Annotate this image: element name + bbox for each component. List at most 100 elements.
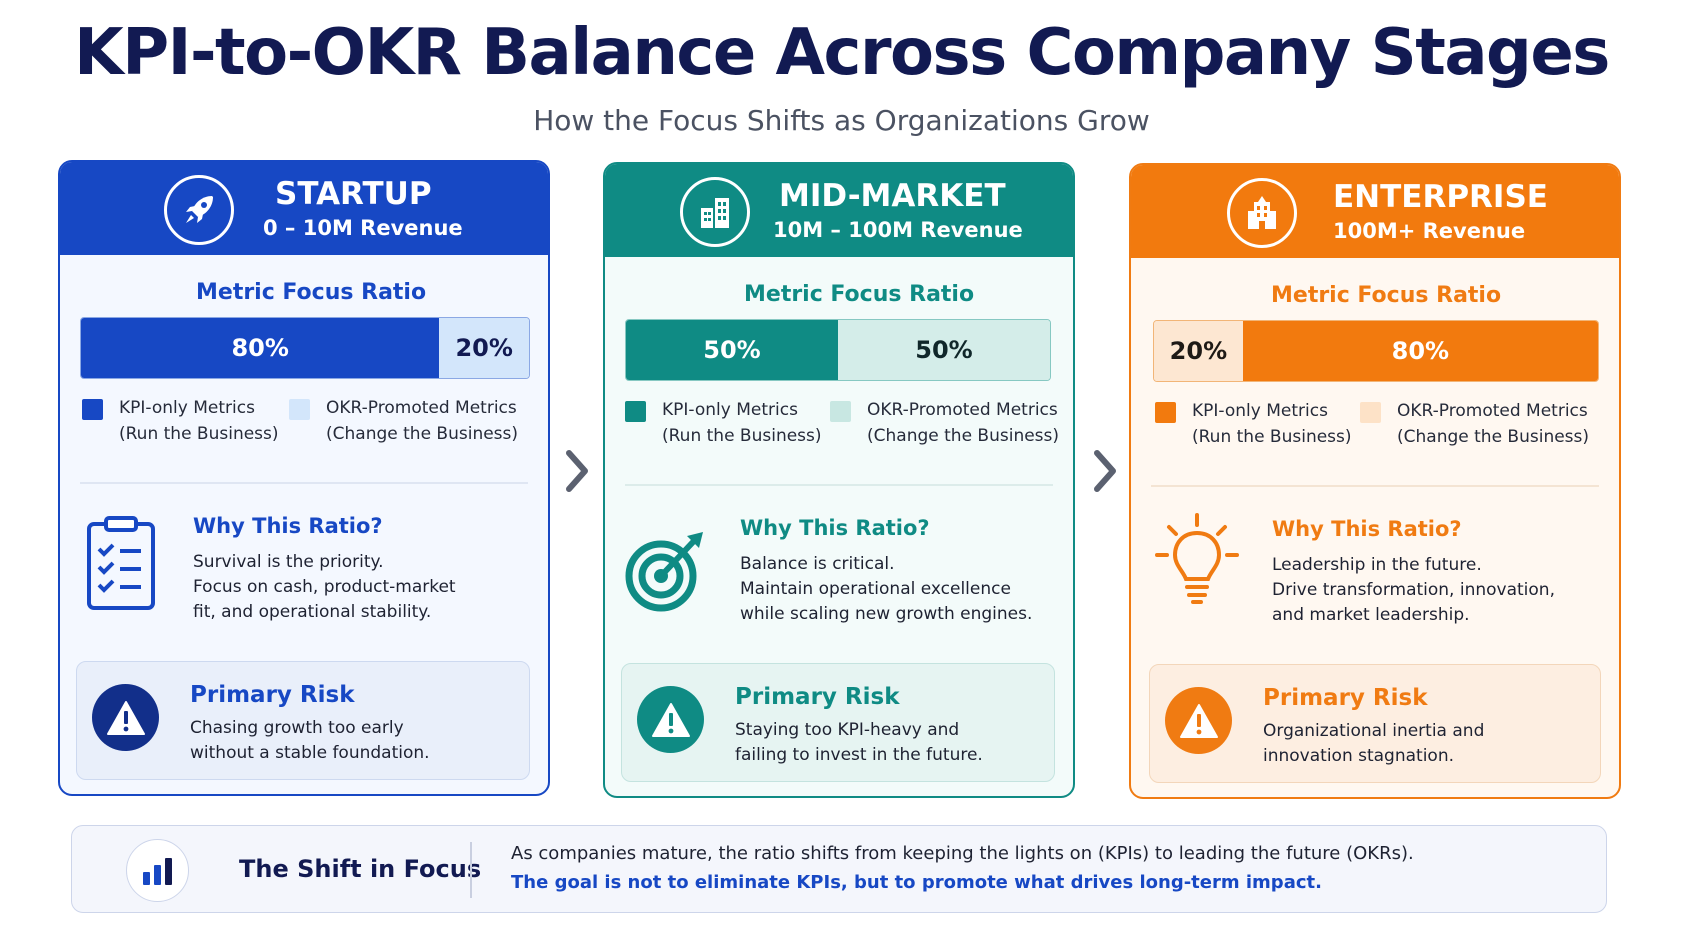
stage-header: ENTERPRISE 100M+ Revenue <box>1131 165 1619 258</box>
lightbulb-icon <box>1155 513 1239 613</box>
why-line: fit, and operational stability. <box>193 602 432 622</box>
legend-swatch-okr <box>1360 402 1381 423</box>
risk-line: innovation stagnation. <box>1263 746 1455 766</box>
legend-okr-label: OKR-Promoted Metrics <box>1397 401 1588 421</box>
risk-line: Chasing growth too early <box>190 718 404 738</box>
stage-header: MID-MARKET 10M – 100M Revenue <box>605 164 1073 257</box>
buildings-icon <box>680 177 750 247</box>
primary-risk-box: Primary Risk Organizational inertia and … <box>1149 664 1601 783</box>
why-line: Drive transformation, innovation, <box>1272 580 1555 600</box>
legend-swatch-kpi <box>1155 402 1176 423</box>
bar-chart-icon <box>126 839 189 902</box>
kpi-percent: 80% <box>231 334 289 362</box>
risk-text: Organizational inertia and innovation st… <box>1263 719 1484 769</box>
shift-in-focus-banner: The Shift in Focus As companies mature, … <box>71 825 1607 913</box>
kpi-segment: 80% <box>81 318 440 378</box>
page-subtitle: How the Focus Shifts as Organizations Gr… <box>533 104 1150 137</box>
ratio-title: Metric Focus Ratio <box>196 280 427 305</box>
okr-segment: 20% <box>439 318 529 378</box>
target-arrow-icon <box>625 524 709 618</box>
legend-kpi-label: KPI-only Metrics <box>1192 401 1328 421</box>
why-title: Why This Ratio? <box>193 514 383 538</box>
primary-risk-box: Primary Risk Chasing growth too early wi… <box>76 661 530 780</box>
legend-kpi-label: KPI-only Metrics <box>662 400 798 420</box>
why-title: Why This Ratio? <box>1272 517 1462 541</box>
why-text: Balance is critical. Maintain operationa… <box>740 552 1032 627</box>
ratio-bar: 80% 20% <box>80 317 530 379</box>
legend-okr-sublabel: (Change the Business) <box>867 426 1060 446</box>
why-text: Survival is the priority. Focus on cash,… <box>193 550 456 625</box>
okr-percent: 20% <box>455 334 513 362</box>
okr-segment: 80% <box>1242 321 1598 381</box>
risk-line: Staying too KPI-heavy and <box>735 720 960 740</box>
rocket-icon <box>164 175 234 245</box>
legend-swatch-kpi <box>625 401 646 422</box>
stage-name: STARTUP <box>275 176 432 212</box>
why-line: Survival is the priority. <box>193 552 384 572</box>
legend-kpi-sublabel: (Run the Business) <box>662 426 822 446</box>
chevron-right-icon <box>562 448 592 494</box>
stage-header: STARTUP 0 – 10M Revenue <box>60 162 548 255</box>
stage-card-enterprise: ENTERPRISE 100M+ Revenue Metric Focus Ra… <box>1129 163 1621 799</box>
why-line: Leadership in the future. <box>1272 555 1482 575</box>
divider <box>80 482 528 484</box>
risk-text: Chasing growth too early without a stabl… <box>190 716 430 766</box>
kpi-percent: 50% <box>703 336 761 364</box>
legend-okr-label: OKR-Promoted Metrics <box>867 400 1058 420</box>
okr-percent: 50% <box>915 336 973 364</box>
legend-okr-sublabel: (Change the Business) <box>326 424 519 444</box>
kpi-percent: 20% <box>1169 337 1228 365</box>
page-title: KPI-to-OKR Balance Across Company Stages <box>74 16 1610 90</box>
warning-icon <box>1165 687 1232 754</box>
risk-title: Primary Risk <box>1263 685 1428 711</box>
risk-line: failing to invest in the future. <box>735 745 983 765</box>
warning-icon <box>92 684 159 751</box>
stage-revenue: 0 – 10M Revenue <box>263 216 463 240</box>
okr-segment: 50% <box>838 320 1050 380</box>
ratio-title: Metric Focus Ratio <box>1271 283 1502 308</box>
why-line: Balance is critical. <box>740 554 895 574</box>
stage-card-startup: STARTUP 0 – 10M Revenue Metric Focus Rat… <box>58 160 550 796</box>
ratio-title: Metric Focus Ratio <box>744 282 975 307</box>
ratio-bar: 50% 50% <box>625 319 1051 381</box>
clipboard-checklist-icon <box>86 514 156 614</box>
risk-text: Staying too KPI-heavy and failing to inv… <box>735 718 983 768</box>
risk-line: Organizational inertia and <box>1263 721 1485 741</box>
stage-card-mid-market: MID-MARKET 10M – 100M Revenue Metric Foc… <box>603 162 1075 798</box>
why-line: while scaling new growth engines. <box>740 604 1033 624</box>
why-title: Why This Ratio? <box>740 516 930 540</box>
why-line: Maintain operational excellence <box>740 579 1011 599</box>
risk-title: Primary Risk <box>735 684 900 710</box>
why-line: and market leadership. <box>1272 605 1470 625</box>
legend-kpi-sublabel: (Run the Business) <box>119 424 279 444</box>
divider <box>1151 485 1599 487</box>
shift-highlight: The goal is not to eliminate KPIs, but t… <box>511 872 1322 893</box>
legend-swatch-okr <box>289 399 310 420</box>
chevron-right-icon <box>1090 448 1120 494</box>
shift-title: The Shift in Focus <box>239 855 482 883</box>
shift-description: As companies mature, the ratio shifts fr… <box>511 843 1414 864</box>
why-line: Focus on cash, product-market <box>193 577 456 597</box>
risk-title: Primary Risk <box>190 682 355 708</box>
legend-swatch-kpi <box>82 399 103 420</box>
ratio-bar: 20% 80% <box>1153 320 1599 382</box>
legend-okr-label: OKR-Promoted Metrics <box>326 398 517 418</box>
warning-icon <box>637 686 704 753</box>
why-text: Leadership in the future. Drive transfor… <box>1272 553 1555 628</box>
risk-line: without a stable foundation. <box>190 743 430 763</box>
stage-revenue: 100M+ Revenue <box>1333 219 1526 243</box>
legend-okr-sublabel: (Change the Business) <box>1397 427 1590 447</box>
primary-risk-box: Primary Risk Staying too KPI-heavy and f… <box>621 663 1055 782</box>
kpi-segment: 50% <box>626 320 838 380</box>
divider <box>625 484 1053 486</box>
divider <box>470 842 472 898</box>
office-building-icon <box>1227 178 1297 248</box>
legend-kpi-label: KPI-only Metrics <box>119 398 255 418</box>
stage-name: MID-MARKET <box>779 178 1006 214</box>
kpi-segment: 20% <box>1154 321 1243 381</box>
stage-name: ENTERPRISE <box>1333 179 1548 215</box>
okr-percent: 80% <box>1391 337 1450 365</box>
legend-kpi-sublabel: (Run the Business) <box>1192 427 1352 447</box>
stage-revenue: 10M – 100M Revenue <box>773 218 1023 242</box>
legend-swatch-okr <box>830 401 851 422</box>
